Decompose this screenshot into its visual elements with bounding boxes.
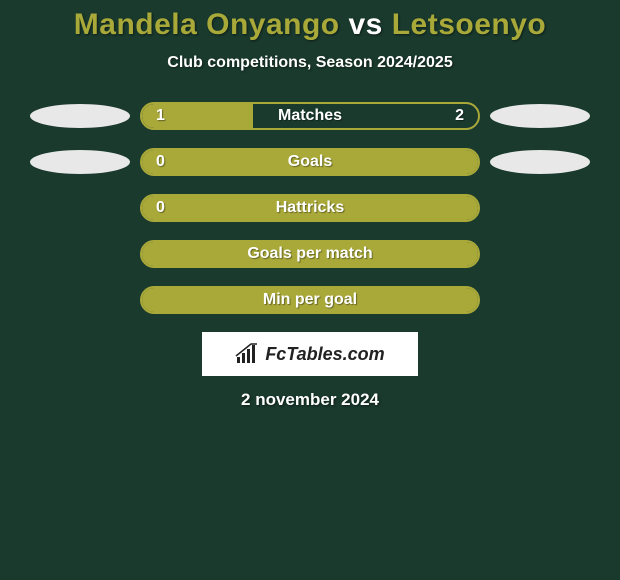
stat-bar: 1Matches2: [140, 102, 480, 130]
stat-label: Matches: [142, 107, 478, 125]
player2-name: Letsoenyo: [392, 8, 547, 41]
stat-row: 0Hattricks: [0, 194, 620, 222]
stat-row: Min per goal: [0, 286, 620, 314]
stat-label: Hattricks: [142, 199, 478, 217]
pill-left-slot: [20, 150, 140, 174]
stat-label: Goals per match: [142, 245, 478, 263]
subtitle: Club competitions, Season 2024/2025: [0, 54, 620, 72]
vs-text: vs: [348, 8, 382, 41]
date-label: 2 november 2024: [0, 390, 620, 410]
pill-right-slot: [480, 104, 600, 128]
player1-pill: [30, 150, 130, 174]
stat-bar: 0Hattricks: [140, 194, 480, 222]
chart-bars-icon: [235, 343, 261, 365]
stat-bar: Min per goal: [140, 286, 480, 314]
stats-rows: 1Matches2 0Goals 0Hattricks Goals per match…: [0, 102, 620, 314]
player1-name: Mandela Onyango: [74, 8, 340, 41]
player2-pill: [490, 104, 590, 128]
stat-row: 1Matches2: [0, 102, 620, 130]
stat-row: 0Goals: [0, 148, 620, 176]
pill-left-slot: [20, 104, 140, 128]
pill-right-slot: [480, 150, 600, 174]
player1-pill: [30, 104, 130, 128]
stat-row: Goals per match: [0, 240, 620, 268]
stat-bar: 0Goals: [140, 148, 480, 176]
player2-pill: [490, 150, 590, 174]
stat-bar: Goals per match: [140, 240, 480, 268]
comparison-widget: Mandela Onyango vs Letsoenyo Club compet…: [0, 0, 620, 410]
brand-text: FcTables.com: [265, 344, 384, 365]
stat-value-right: 2: [455, 107, 464, 125]
stat-label: Min per goal: [142, 291, 478, 309]
stat-label: Goals: [142, 153, 478, 171]
brand-box[interactable]: FcTables.com: [202, 332, 418, 376]
page-title: Mandela Onyango vs Letsoenyo: [0, 8, 620, 42]
